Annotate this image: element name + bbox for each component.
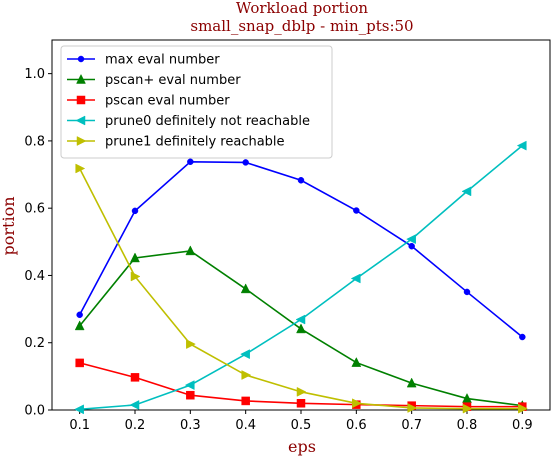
data-point [518,403,528,414]
legend-box [60,45,333,159]
series-0 [76,158,526,341]
y-tick-label: 1.0 [24,67,45,82]
data-point [186,339,196,349]
legend-label: max eval number [105,53,220,68]
legend-label: pscan eval number [105,94,230,109]
data-point [76,311,83,319]
data-point [408,242,415,250]
series-line [78,160,523,338]
plot-area: 0.1 0.2 0.3 0.4 0.5 0.6 0.7 0.8 0.9 0.0 0.2 0.4 0.6 0… [24,39,551,433]
data-point [406,377,417,388]
data-point [406,234,416,245]
data-point [75,358,84,368]
y-tick-label: 0.4 [24,269,45,284]
x-tick-label: 0.4 [235,418,256,433]
data-point [242,159,249,166]
data-point [75,163,86,174]
data-point [74,320,85,331]
chart-subtitle: small_snap_dblp - min_pts:50 [190,17,413,35]
y-tick-label: 0.8 [24,134,45,149]
x-tick-label: 0.1 [69,418,90,433]
data-point [130,271,141,282]
data-point [463,288,471,296]
series-3 [74,140,527,415]
x-tick-label: 0.9 [512,418,533,433]
data-point [241,396,250,406]
x-tick-label: 0.3 [180,418,201,433]
legend-marker [76,73,86,84]
data-point [74,404,84,415]
data-point [186,390,195,400]
y-tick-label: 0.0 [24,404,45,419]
data-point [350,273,361,284]
y-axis-label: portion [0,196,18,255]
legend-label: pscan+ eval number [105,73,241,88]
data-point [353,207,360,214]
data-point [241,370,252,380]
data-point [131,207,139,215]
legend-item: pscan eval number [67,94,230,109]
y-tick-label: 0.2 [24,336,45,351]
data-point [407,403,418,413]
data-point [352,398,362,409]
series-1 [74,245,528,410]
data-point [296,399,306,408]
data-point [130,373,140,382]
series-line [79,145,523,411]
x-axis-label: eps [288,437,316,456]
x-tick-label: 0.2 [125,418,146,433]
data-point [519,333,526,341]
legend-marker [76,95,86,105]
data-point [130,252,140,263]
legend-item: max eval number [67,53,220,68]
legend-marker [75,115,86,126]
x-tick-label: 0.5 [291,418,312,433]
data-point [296,323,306,334]
y-tick-label: 0.6 [24,202,45,217]
data-point [240,349,250,360]
data-point [240,283,251,294]
series-4 [75,163,528,414]
data-point [184,380,195,391]
legend-marker [76,136,87,146]
data-point [187,158,194,166]
chart-title: Workload portion [236,0,368,17]
legend-item: prune1 definitely reachable [67,135,285,150]
data-point [129,400,140,410]
series-2 [75,358,527,411]
legend-marker [77,55,85,63]
data-point [516,140,527,151]
legend-label: prune1 definitely reachable [105,135,285,150]
x-tick-label: 0.7 [401,418,422,433]
legend: max eval number pscan+ eval number pscan e… [60,45,333,159]
x-tick-label: 0.6 [346,418,367,433]
data-point [297,177,305,184]
legend-item: pscan+ eval number [67,73,241,88]
data-point [296,386,307,397]
legend-item: prune0 definitely not reachable [67,114,310,129]
data-point [462,403,473,414]
data-point [295,314,306,325]
data-point [351,357,362,367]
series-line [78,168,523,410]
legend-label: prune0 definitely not reachable [105,114,310,129]
data-point [461,186,472,197]
x-tick-label: 0.8 [457,418,478,433]
data-point [185,245,196,256]
